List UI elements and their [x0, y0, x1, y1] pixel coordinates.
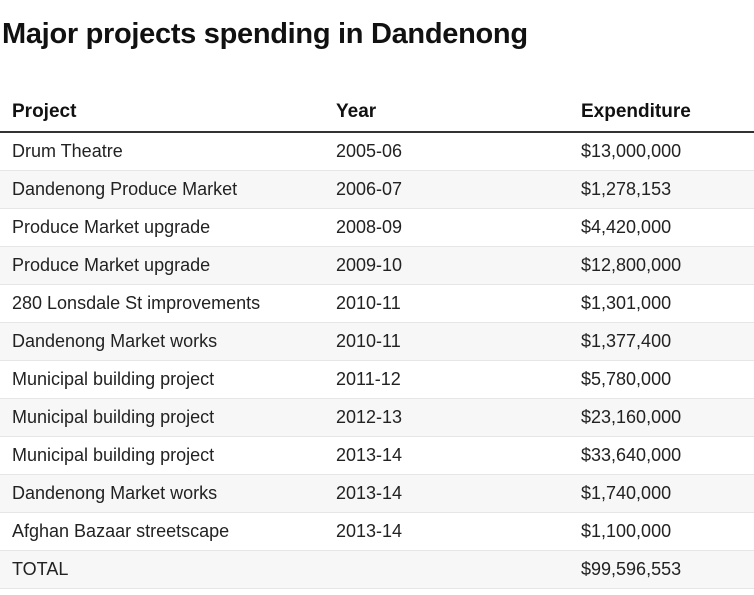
year-cell: 2010-11	[324, 284, 569, 323]
expenditure-cell: $33,640,000	[569, 436, 754, 475]
expenditure-cell: $1,740,000	[569, 474, 754, 513]
project-cell: Dandenong Market works	[0, 474, 324, 513]
year-cell: 2013-14	[324, 436, 569, 475]
table-row: Municipal building project 2012-13 $23,1…	[0, 398, 754, 437]
expenditure-cell: $1,377,400	[569, 322, 754, 361]
project-cell: 280 Lonsdale St improvements	[0, 284, 324, 323]
year-cell: 2013-14	[324, 474, 569, 513]
total-label-cell: TOTAL	[0, 550, 324, 589]
year-cell: 2006-07	[324, 170, 569, 209]
project-cell: Municipal building project	[0, 360, 324, 399]
project-cell: Drum Theatre	[0, 132, 324, 171]
project-cell: Afghan Bazaar streetscape	[0, 512, 324, 551]
expenditure-cell: $12,800,000	[569, 246, 754, 285]
year-cell: 2005-06	[324, 132, 569, 171]
project-cell: Municipal building project	[0, 436, 324, 475]
table-row: Drum Theatre 2005-06 $13,000,000	[0, 132, 754, 171]
year-cell	[324, 550, 569, 589]
expenditure-cell: $1,100,000	[569, 512, 754, 551]
project-cell: Produce Market upgrade	[0, 246, 324, 285]
expenditure-cell: $1,278,153	[569, 170, 754, 209]
table-row: Produce Market upgrade 2009-10 $12,800,0…	[0, 246, 754, 285]
table-row: Produce Market upgrade 2008-09 $4,420,00…	[0, 208, 754, 247]
expenditure-cell: $1,301,000	[569, 284, 754, 323]
column-header-expenditure: Expenditure	[569, 93, 754, 133]
project-cell: Produce Market upgrade	[0, 208, 324, 247]
table-row: Dandenong Market works 2010-11 $1,377,40…	[0, 322, 754, 361]
table-row: 280 Lonsdale St improvements 2010-11 $1,…	[0, 284, 754, 323]
expenditure-cell: $13,000,000	[569, 132, 754, 171]
year-cell: 2010-11	[324, 322, 569, 361]
column-header-year: Year	[324, 93, 569, 133]
year-cell: 2011-12	[324, 360, 569, 399]
table-row: Dandenong Market works 2013-14 $1,740,00…	[0, 474, 754, 513]
total-expenditure-cell: $99,596,553	[569, 550, 754, 589]
year-cell: 2013-14	[324, 512, 569, 551]
project-cell: Dandenong Produce Market	[0, 170, 324, 209]
expenditure-cell: $5,780,000	[569, 360, 754, 399]
total-row: TOTAL $99,596,553	[0, 550, 754, 589]
spending-table: Project Year Expenditure Drum Theatre 20…	[0, 93, 754, 589]
year-cell: 2012-13	[324, 398, 569, 437]
year-cell: 2008-09	[324, 208, 569, 247]
table-row: Municipal building project 2013-14 $33,6…	[0, 436, 754, 475]
page-title: Major projects spending in Dandenong	[2, 18, 528, 50]
table-row: Dandenong Produce Market 2006-07 $1,278,…	[0, 170, 754, 209]
project-cell: Dandenong Market works	[0, 322, 324, 361]
year-cell: 2009-10	[324, 246, 569, 285]
table-row: Afghan Bazaar streetscape 2013-14 $1,100…	[0, 512, 754, 551]
project-cell: Municipal building project	[0, 398, 324, 437]
expenditure-cell: $23,160,000	[569, 398, 754, 437]
expenditure-cell: $4,420,000	[569, 208, 754, 247]
table-row: Municipal building project 2011-12 $5,78…	[0, 360, 754, 399]
table-header-row: Project Year Expenditure	[0, 93, 754, 133]
column-header-project: Project	[0, 93, 324, 133]
